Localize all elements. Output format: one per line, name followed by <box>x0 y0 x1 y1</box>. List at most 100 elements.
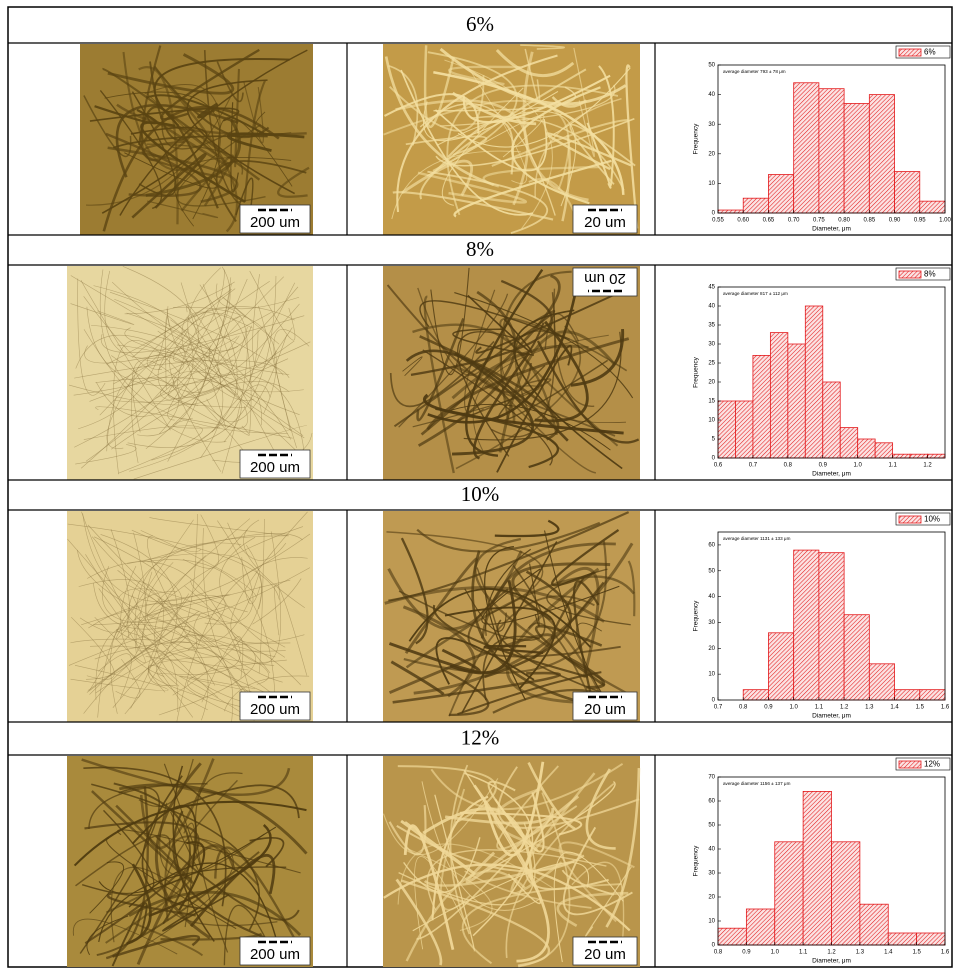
histogram-bar <box>840 428 857 458</box>
legend-label: 8% <box>924 270 936 279</box>
histogram-bar <box>819 553 844 700</box>
y-axis-label: Frequency <box>693 600 700 631</box>
histogram-bar <box>895 172 920 213</box>
x-tick-label: 0.6 <box>714 463 723 469</box>
y-axis-label: Frequency <box>693 845 700 876</box>
x-tick-label: 0.8 <box>739 705 748 711</box>
row-header: 12% <box>461 725 500 749</box>
histogram-bar <box>718 210 743 213</box>
histogram-bar <box>735 401 752 458</box>
histogram-bar <box>770 333 787 458</box>
histogram: 010203040500.550.600.650.700.750.800.850… <box>693 46 952 233</box>
scale-bar-label: 200 um <box>250 214 300 231</box>
figure: 6%200 um20 um010203040500.550.600.650.70… <box>0 0 960 970</box>
x-tick-label: 0.9 <box>764 705 773 711</box>
annotation: average diameter 1156 ± 137 μm <box>723 781 791 786</box>
micrograph <box>67 756 313 967</box>
x-tick-label: 0.95 <box>914 218 926 224</box>
y-tick-label: 10 <box>708 672 715 678</box>
y-tick-label: 60 <box>708 543 715 549</box>
legend-swatch <box>899 761 921 768</box>
x-tick-label: 0.8 <box>714 950 723 956</box>
y-axis-label: Frequency <box>693 123 700 154</box>
x-tick-label: 1.0 <box>854 463 863 469</box>
x-axis-label: Diameter, μm <box>812 713 851 720</box>
micrograph <box>383 511 640 722</box>
y-axis-label: Frequency <box>693 356 700 387</box>
histogram-bar <box>768 633 793 700</box>
histogram-bar <box>823 382 840 458</box>
legend-label: 6% <box>924 48 936 57</box>
x-tick-label: 0.85 <box>863 218 875 224</box>
y-tick-label: 20 <box>708 151 715 157</box>
x-tick-label: 1.00 <box>939 218 951 224</box>
legend-label: 10% <box>924 515 940 524</box>
y-tick-label: 0 <box>712 211 716 217</box>
histogram-bar <box>819 89 844 213</box>
histogram-bar <box>768 175 793 213</box>
histogram-bar <box>718 401 735 458</box>
x-tick-label: 1.5 <box>912 950 921 956</box>
x-tick-label: 1.1 <box>815 705 824 711</box>
x-tick-label: 0.9 <box>742 950 751 956</box>
histogram-bar <box>794 550 819 700</box>
scale-bar-label: 200 um <box>250 946 300 963</box>
y-tick-label: 10 <box>708 919 715 925</box>
histogram-bar <box>869 95 894 213</box>
x-tick-label: 0.90 <box>889 218 901 224</box>
histogram-bar <box>794 83 819 213</box>
row-header: 8% <box>466 237 494 261</box>
y-tick-label: 10 <box>708 418 715 424</box>
scale-bar-label: 20 um <box>584 270 626 287</box>
histogram-bar <box>895 690 920 700</box>
row-header: 6% <box>466 12 494 36</box>
x-tick-label: 1.3 <box>865 705 874 711</box>
histogram-bar <box>920 690 945 700</box>
x-tick-label: 1.1 <box>799 950 808 956</box>
y-tick-label: 40 <box>708 847 715 853</box>
x-tick-label: 0.80 <box>838 218 850 224</box>
y-tick-label: 50 <box>708 823 715 829</box>
y-tick-label: 40 <box>708 92 715 98</box>
micrograph <box>383 266 640 480</box>
histogram-bar <box>805 306 822 458</box>
y-tick-label: 15 <box>708 399 715 405</box>
histogram-bar <box>869 664 894 700</box>
scale-bar-label: 200 um <box>250 701 300 718</box>
scale-bar-label: 200 um <box>250 459 300 476</box>
histogram-bar <box>832 842 860 945</box>
histogram-bar <box>788 344 805 458</box>
histogram-bar <box>746 909 774 945</box>
micrograph <box>383 756 640 967</box>
annotation: average diameter 1131 ± 133 μm <box>723 536 791 541</box>
y-tick-label: 40 <box>708 304 715 310</box>
y-tick-label: 0 <box>712 698 716 704</box>
x-axis-label: Diameter, μm <box>812 958 851 965</box>
histogram-bar <box>753 355 770 458</box>
micrograph <box>67 511 313 722</box>
histogram-bar <box>910 454 927 458</box>
histogram-bar <box>875 443 892 458</box>
y-tick-label: 0 <box>712 456 716 462</box>
scale-bar-label: 20 um <box>584 946 626 963</box>
x-tick-label: 1.3 <box>856 950 865 956</box>
micrograph <box>67 266 313 480</box>
y-tick-label: 50 <box>708 568 715 574</box>
y-tick-label: 20 <box>708 380 715 386</box>
x-tick-label: 1.6 <box>941 950 950 956</box>
histogram-bar <box>893 454 910 458</box>
x-tick-label: 0.65 <box>763 218 775 224</box>
annotation: average diameter 793 ± 78 μm <box>723 69 786 74</box>
y-tick-label: 45 <box>708 285 715 291</box>
x-tick-label: 1.1 <box>888 463 897 469</box>
y-tick-label: 5 <box>712 437 716 443</box>
histogram-bar <box>860 904 888 945</box>
x-tick-label: 1.2 <box>827 950 836 956</box>
x-tick-label: 0.75 <box>813 218 825 224</box>
histogram-bar <box>888 933 916 945</box>
histogram-bar <box>928 454 945 458</box>
x-tick-label: 0.60 <box>737 218 749 224</box>
y-tick-label: 30 <box>708 122 715 128</box>
y-tick-label: 30 <box>708 342 715 348</box>
